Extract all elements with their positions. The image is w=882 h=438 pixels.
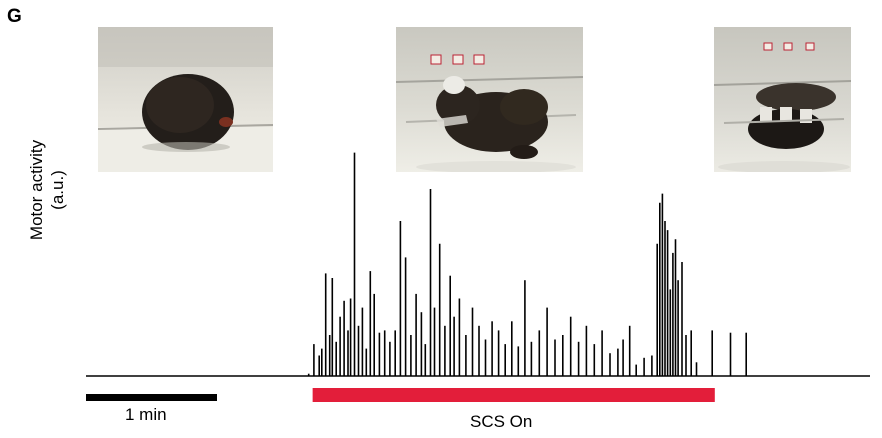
stimulation-label: SCS On bbox=[470, 412, 533, 431]
y-axis-label: Motor activity (a.u.) bbox=[26, 120, 67, 260]
photo-after bbox=[714, 27, 851, 172]
panel-label: G bbox=[7, 6, 22, 27]
y-axis-label-line-1: Motor activity bbox=[27, 139, 46, 240]
scale-bar-label: 1 min bbox=[125, 405, 167, 424]
y-axis-label-line-2: (a.u.) bbox=[48, 170, 67, 210]
activity-trace bbox=[307, 152, 748, 376]
animal-lying-photo-icon bbox=[714, 27, 851, 172]
animal-with-headset-photo-icon bbox=[396, 27, 583, 172]
hunched-animal-photo-icon bbox=[98, 27, 273, 172]
scale-bar bbox=[86, 394, 217, 401]
photo-before bbox=[98, 27, 273, 172]
photo-during bbox=[396, 27, 583, 172]
stimulation-bar bbox=[312, 388, 715, 402]
